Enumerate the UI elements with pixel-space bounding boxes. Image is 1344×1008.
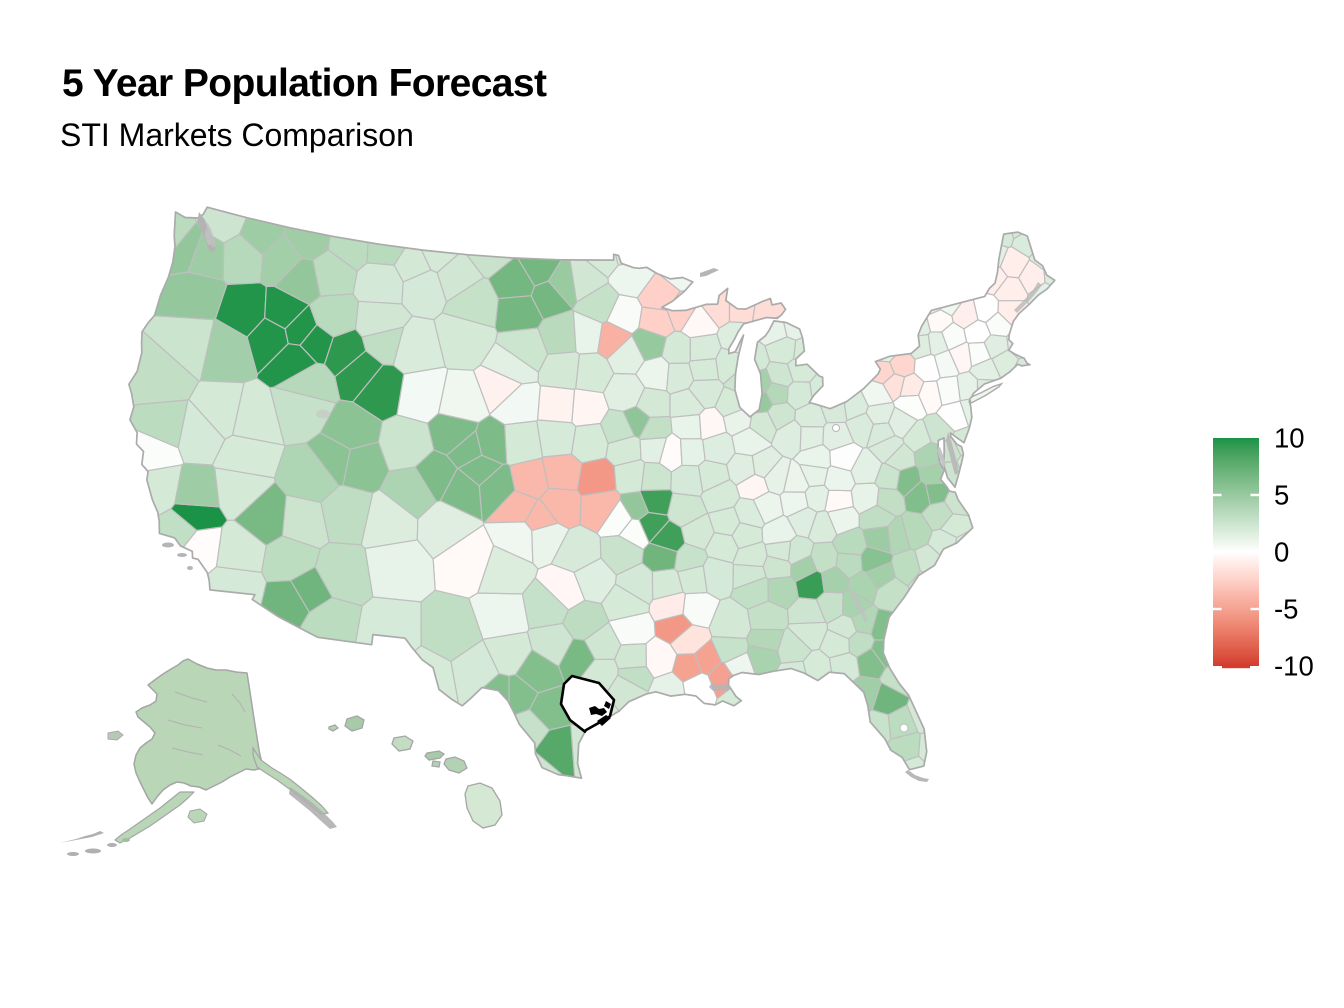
svg-text:0: 0 [1274,537,1289,568]
svg-text:5: 5 [1274,480,1289,511]
svg-text:-5: -5 [1274,594,1298,625]
svg-text:10: 10 [1274,423,1305,454]
svg-text:-10: -10 [1274,651,1314,682]
